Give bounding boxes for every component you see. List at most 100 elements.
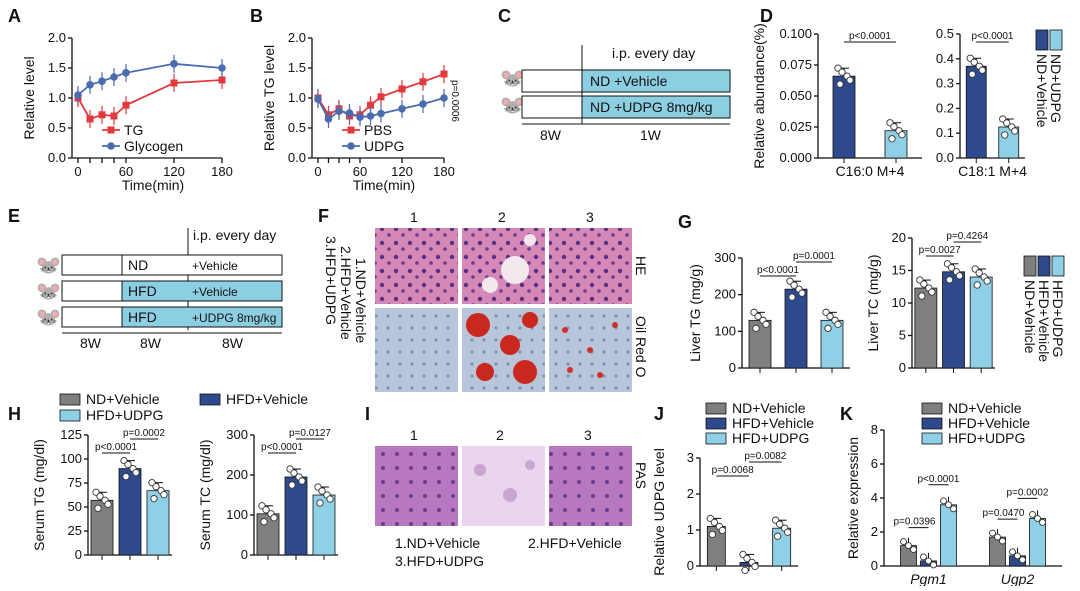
chart-A-y-tick-label: 1.0 [48, 90, 66, 105]
chart-G1-y-tick-label: 200 [714, 287, 736, 302]
sample-point [784, 528, 792, 536]
chart-A-y-tick-label: 0.5 [48, 120, 66, 135]
sample-point [288, 481, 296, 489]
sample-point [298, 477, 306, 485]
data-point [170, 79, 178, 87]
panel-letter-e: E [8, 206, 20, 226]
p-value-label: p=0.0002 [123, 428, 165, 439]
e-w1: 8W [80, 335, 102, 351]
i-col-3: 3 [584, 427, 592, 443]
sample-point [150, 495, 158, 503]
c-w2: 1W [640, 127, 662, 143]
chart-B-y-label: Relative TG level [261, 45, 277, 151]
p-value-label: p=0.0068 [712, 465, 754, 476]
data-point [218, 64, 226, 72]
legend-label: ND+Vehicle [732, 400, 806, 416]
chart-D2-y-tick-label: 0.0 [936, 150, 954, 165]
c-box-treat-2 [581, 95, 731, 119]
chart-A-y-label: Relative level [21, 56, 37, 139]
chart-d1: 0.000 0.025 0.050 0.075 0.100 Relative abunda… [751, 23, 922, 179]
sample-point [978, 66, 986, 74]
chart-D1-y-tick-label: 0.075 [779, 57, 812, 72]
chart-A-y-tick-label: 0.0 [48, 150, 66, 165]
he-image-1 [375, 228, 458, 304]
sample-point [152, 483, 160, 491]
legend-label: HFD+Vehicle [1036, 280, 1052, 362]
e-r1a: ND [128, 257, 148, 273]
chart-B-x-tick-label: 60 [353, 164, 367, 179]
data-point [122, 69, 130, 77]
sample-point [132, 468, 140, 477]
bar-HFD+Vehicle [118, 468, 142, 556]
sample-point [920, 553, 927, 561]
chart-A-x-label: Time(min) [122, 177, 184, 193]
chart-G1-y-tick-label: 100 [714, 323, 736, 338]
legend-marker [107, 142, 115, 150]
chart-B-y-tick-label: 0.0 [288, 150, 306, 165]
legend-label: ND+Vehicle [1022, 280, 1038, 354]
legend-label: PBS [364, 122, 392, 138]
panel-letter-h: H [8, 404, 21, 424]
data-point [110, 73, 118, 81]
chart-D1-y-tick-label: 0.000 [779, 150, 812, 165]
c-row2: ND +UDPG 8mg/kg [590, 99, 713, 115]
c-w1: 8W [540, 127, 562, 143]
e-ip-label: i.p. every day [193, 227, 276, 243]
legend-swatch [59, 409, 81, 422]
e-r3a: HFD [128, 309, 157, 325]
p-value-label: p=0.0027 [919, 245, 961, 256]
data-point [86, 81, 94, 89]
f-legend-1: 1.ND+Vehicle [353, 258, 369, 343]
sample-point [900, 538, 907, 546]
mouse-icon: 🐭 [500, 95, 525, 117]
chart-K-y-tick-label: 0 [871, 558, 878, 573]
chart-B-y-tick-label: 1.0 [288, 90, 306, 105]
chart-H1-y-tick-label: 100 [60, 451, 82, 466]
sample-point [262, 506, 270, 514]
chart-B-y-tick-label: 0.5 [288, 120, 306, 135]
sample-point [124, 460, 132, 469]
data-point [86, 115, 94, 123]
he-image-3 [549, 228, 632, 304]
legend-swatch [705, 402, 727, 415]
chart-D1-y-tick-label: 0.050 [779, 88, 812, 103]
sample-point [96, 492, 104, 500]
chart-B-x-tick-label: 180 [433, 164, 455, 179]
data-point [398, 85, 406, 93]
sample-point [888, 135, 896, 143]
data-point [377, 109, 385, 118]
data-point [366, 112, 375, 120]
chart-B-x-tick-label: 120 [391, 164, 413, 179]
e-r1b: +Vehicle [192, 259, 238, 273]
chart-G2-y-tick-label: 0 [899, 360, 906, 375]
chart-A-x-tick-label: 0 [74, 164, 81, 179]
chart-H2-y-tick-label: 200 [226, 467, 248, 482]
data-point [218, 76, 226, 84]
panel-letter-c: C [498, 6, 511, 26]
f-col-2: 2 [498, 209, 506, 225]
chart-D1-y-label: Relative abundance(%) [751, 23, 767, 169]
bar-HFD+Vehicle [784, 288, 808, 369]
legend-label: HFD+Vehicle [732, 415, 814, 431]
legend-label: HFD+UDPG [86, 407, 163, 423]
i-legend-3: 3.HFD+UDPG [395, 553, 484, 569]
p-value-label: p=0.4264 [946, 231, 988, 242]
p-value-label: p=0.0396 [894, 517, 936, 528]
sample-point [774, 532, 782, 540]
data-point [170, 60, 178, 68]
sample-point [826, 312, 834, 320]
sample-point [788, 293, 796, 301]
bar-ND+Vehicle [90, 499, 114, 556]
panel-letter-j: J [654, 404, 664, 424]
legend-label: HFD+Vehicle [948, 415, 1030, 431]
sample-point [846, 76, 854, 84]
chart-B-x-label: Time(min) [353, 177, 415, 193]
f-legend-3: 3.HFD+UDPG [323, 236, 339, 325]
data-point [122, 101, 130, 109]
chart-G2-y-tick-label: 20 [892, 230, 906, 245]
mouse-icon: 🐭 [36, 281, 61, 303]
chart-H2-y-tick-label: 300 [226, 427, 248, 442]
e-r2b: +Vehicle [192, 285, 238, 299]
